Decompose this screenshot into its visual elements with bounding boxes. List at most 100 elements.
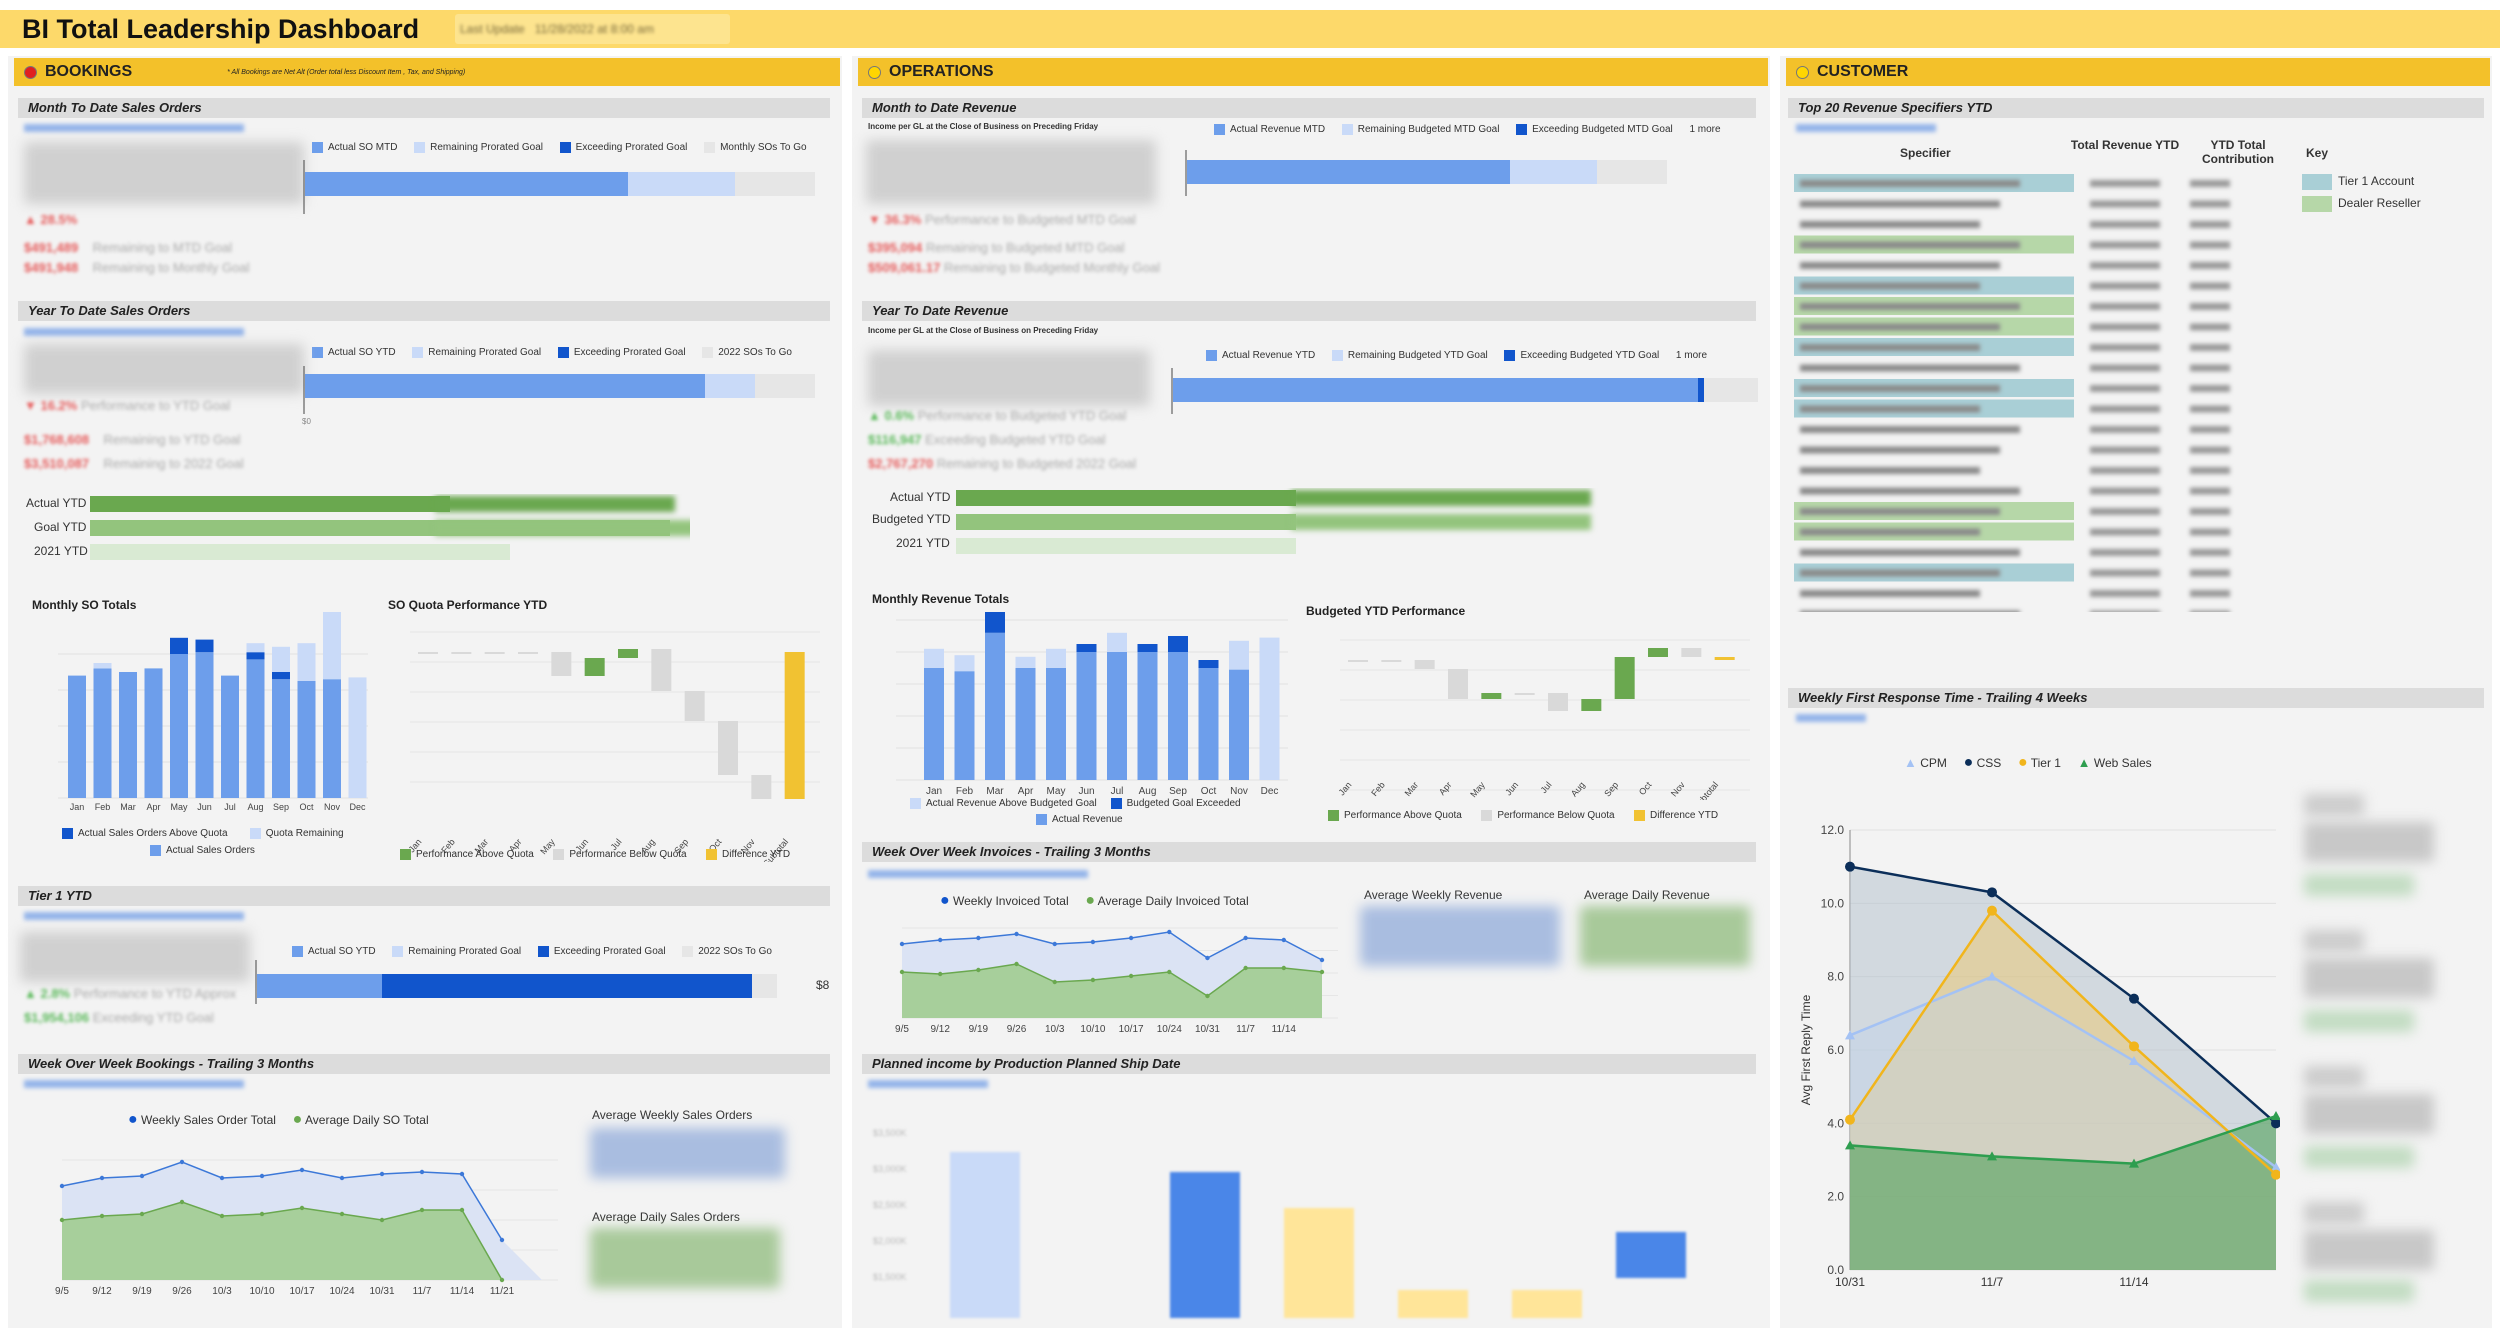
- mtd-report-link[interactable]: [24, 124, 244, 132]
- specifier-revenue: [2090, 426, 2160, 433]
- tier1-report-link[interactable]: [24, 912, 244, 920]
- specifier-contribution: [2190, 487, 2230, 495]
- weekly-point: [1090, 939, 1096, 945]
- monthly-revenue-title: Monthly Revenue Totals: [872, 592, 1010, 606]
- specifier-revenue: [2090, 467, 2160, 474]
- point-cpm: [1845, 1030, 1855, 1040]
- budgeted-ytd-chart: Jan Feb Mar Apr May Jun Jul Aug Sep Oct Nov Subtota…: [1337, 639, 1750, 800]
- month-label: Jun: [1503, 780, 1520, 798]
- monthly-revenue-legend: Actual Revenue Above Budgeted Goal Budge…: [910, 798, 1241, 809]
- y-tick-label: 2.0: [1827, 1190, 1844, 1204]
- specifier-contribution: [2190, 508, 2230, 515]
- col-contribution: YTD Total Contribution: [2202, 138, 2274, 166]
- specifier-contribution: [2190, 610, 2230, 612]
- ytd-remaining-goal: $1,768,608 Remaining to YTD Goal: [24, 432, 241, 447]
- specifiers-report-link[interactable]: [1796, 124, 1936, 132]
- specifier-contribution: [2190, 303, 2230, 310]
- daily-point: [937, 971, 943, 977]
- waterfall-bar-Aug: [1581, 699, 1602, 711]
- daily-area: [62, 1202, 542, 1280]
- top-specifiers-title: Top 20 Revenue Specifiers YTD: [1788, 98, 2484, 118]
- month-label: Feb: [95, 802, 111, 812]
- date-label: 9/12: [930, 1024, 950, 1035]
- avg-daily-so-label: Average Daily Sales Orders: [592, 1210, 740, 1224]
- specifier-name: [1800, 323, 2000, 331]
- specifier-contribution: [2190, 200, 2230, 208]
- daily-point: [499, 1277, 505, 1283]
- month-label: Mar: [120, 802, 136, 812]
- mtd-kpi-blurred: [24, 142, 304, 204]
- weekly-point: [499, 1237, 505, 1243]
- point-tier-1: [1845, 1114, 1855, 1125]
- daily-point: [259, 1211, 265, 1217]
- date-label: 10/3: [1045, 1024, 1065, 1035]
- month-label: Jul: [1538, 780, 1553, 795]
- svg-text:$1,500K: $1,500K: [873, 1272, 907, 1282]
- ytd-legend: Actual SO YTD Remaining Prorated Goal Ex…: [312, 347, 792, 358]
- bar-remaining-Oct: [297, 643, 316, 681]
- month-label: Jan: [926, 786, 942, 797]
- so-quota-chart: Jan Feb Mar Apr May Jun Jul Aug Sep Oct Nov Subtota…: [407, 631, 820, 862]
- response-kpis-blurred: [2300, 780, 2480, 1320]
- month-label: Mar: [986, 786, 1004, 797]
- weekly-point: [1128, 935, 1134, 941]
- month-label: Apr: [146, 802, 160, 812]
- waterfall-bar-Nov: [1681, 648, 1702, 657]
- point-tier-1: [1987, 905, 1997, 916]
- specifier-name: [1800, 364, 2020, 372]
- point-cpm: [1987, 971, 1997, 981]
- ytd-revenue-title: Year To Date Revenue: [862, 301, 1756, 321]
- weekly-point: [219, 1175, 225, 1181]
- specifier-revenue: [2090, 549, 2160, 556]
- daily-point: [899, 969, 905, 975]
- mtd-bullet-bar: [303, 160, 815, 214]
- bar-above-Jun: [195, 639, 214, 653]
- specifier-revenue: [2090, 180, 2160, 187]
- specifier-contribution: [2190, 364, 2230, 372]
- waterfall-bar-Jul: [1548, 693, 1568, 711]
- response-report-link[interactable]: [1796, 714, 1866, 722]
- daily-point: [1205, 993, 1210, 999]
- bar-actual-Mar: [119, 672, 137, 798]
- invoices-report-link[interactable]: [868, 870, 1088, 878]
- waterfall-bar-Aug: [651, 649, 672, 691]
- rev-bar-remaining-Dec: [1259, 637, 1280, 780]
- wow-report-link[interactable]: [24, 1080, 244, 1088]
- month-label: Apr: [1437, 780, 1454, 797]
- month-label: Oct: [299, 802, 314, 812]
- x-tick-label: 11/14: [2119, 1275, 2148, 1289]
- avg-daily-revenue-label: Average Daily Revenue: [1584, 888, 1710, 902]
- month-label: May: [170, 802, 188, 812]
- specifier-name: [1800, 549, 2020, 556]
- point-web-sales: [1987, 1151, 1997, 1161]
- planned-report-link[interactable]: [868, 1080, 988, 1088]
- avg-weekly-so-value: [590, 1128, 785, 1178]
- daily-point: [339, 1211, 345, 1217]
- month-label: Nov: [1230, 786, 1248, 797]
- date-label: 10/31: [1195, 1024, 1220, 1035]
- specifier-revenue: [2090, 241, 2160, 249]
- daily-point: [459, 1207, 465, 1213]
- key-tier1: Tier 1 Account: [2302, 174, 2414, 190]
- month-label: Jun: [197, 802, 212, 812]
- month-label: Aug: [1139, 786, 1157, 797]
- specifier-name: [1800, 467, 1980, 474]
- weekly-point: [976, 935, 981, 941]
- series-line-web-sales: [1849, 1114, 2277, 1165]
- weekly-point: [1281, 937, 1287, 943]
- mtd-revenue-title: Month to Date Revenue: [862, 98, 1756, 118]
- svg-text:$3,500K: $3,500K: [873, 1128, 907, 1138]
- rev-bar-remaining-Nov: [1229, 640, 1249, 670]
- specifier-revenue: [2090, 221, 2160, 228]
- waterfall-bar-Oct: [1648, 648, 1668, 657]
- rev-bar-remaining-Apr: [1015, 656, 1036, 668]
- ytd-report-link[interactable]: [24, 328, 244, 336]
- specifier-revenue: [2090, 385, 2160, 392]
- y-tick-label: 10.0: [1821, 896, 1845, 910]
- bar-actual-Apr: [144, 668, 163, 798]
- specifier-contribution: [2190, 426, 2230, 433]
- date-label: 9/5: [55, 1286, 69, 1297]
- month-label: Sep: [1169, 786, 1187, 797]
- rev-bar-remaining-May: [1046, 648, 1066, 668]
- waterfall-bar-Jun: [584, 658, 605, 676]
